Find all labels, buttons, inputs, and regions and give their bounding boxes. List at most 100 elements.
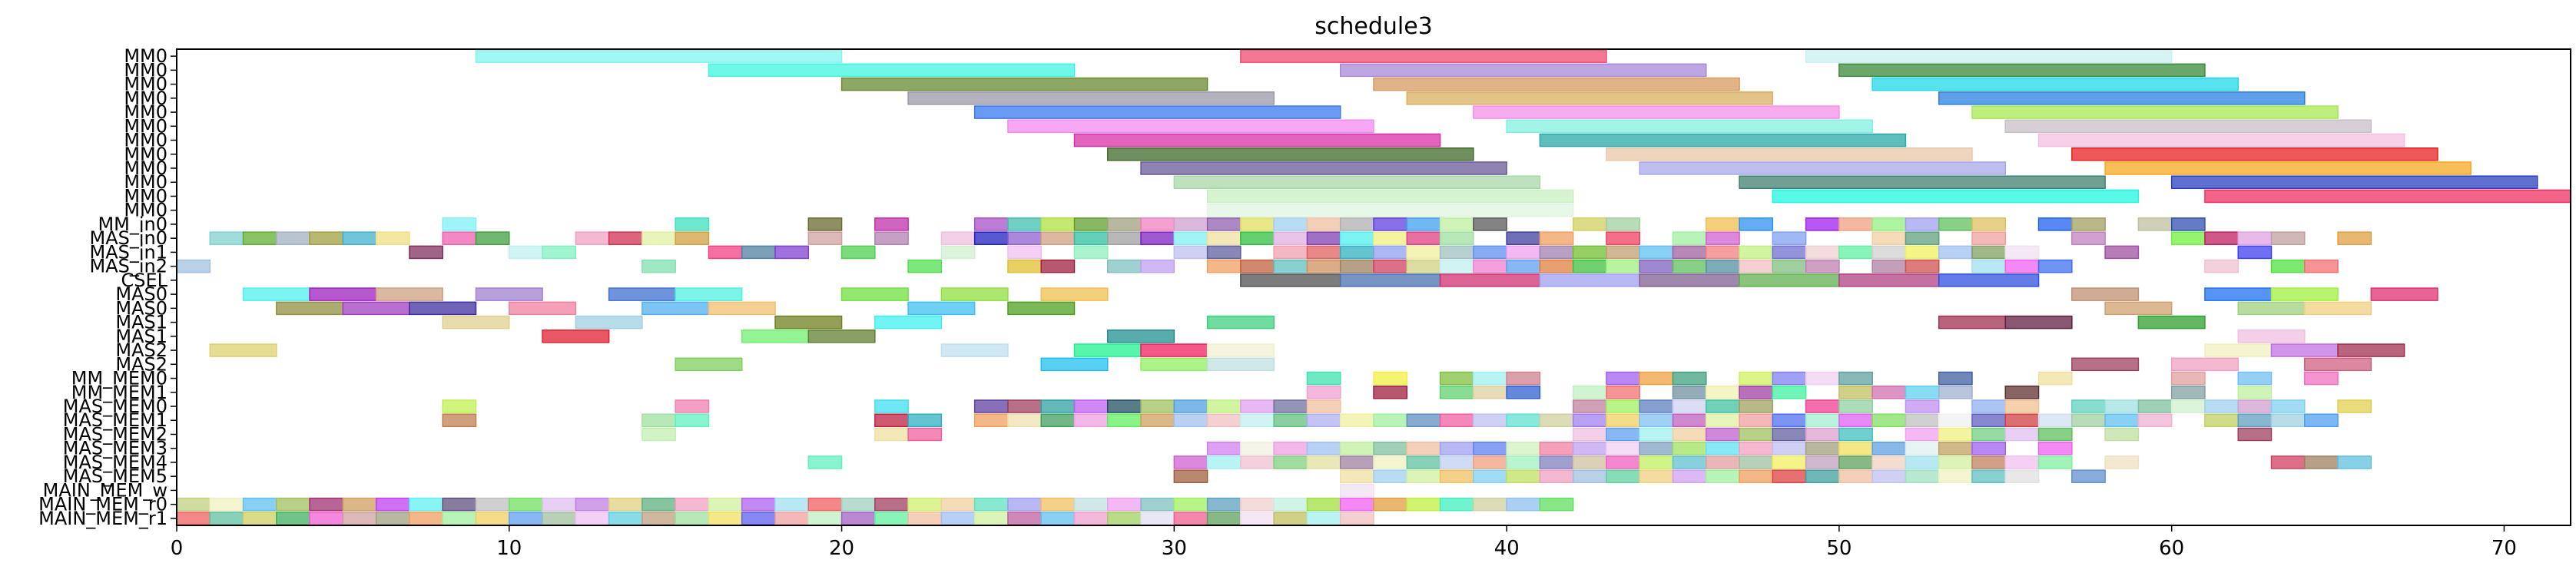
task-bar <box>1173 497 1208 512</box>
task-bar <box>1572 385 1607 399</box>
task-bar <box>2237 330 2306 343</box>
task-bar <box>1073 245 1109 260</box>
task-bar <box>409 512 443 525</box>
task-bar <box>1572 217 1607 231</box>
task-bar <box>1339 497 1374 512</box>
task-bar <box>1938 371 1973 386</box>
task-bar <box>1373 497 1408 512</box>
y-tick-label: MM_in0 <box>98 214 167 235</box>
task-bar <box>1838 217 1873 231</box>
task-bar <box>2137 315 2206 330</box>
task-bar <box>1772 189 2140 204</box>
task-bar <box>1073 413 1109 428</box>
task-bar <box>1672 427 1707 442</box>
task-bar <box>2204 189 2571 204</box>
task-bar <box>1206 455 1242 469</box>
task-bar <box>2170 175 2538 190</box>
task-bar <box>1140 231 1175 245</box>
task-bar <box>2004 245 2040 260</box>
task-bar <box>1273 259 1308 273</box>
task-bar <box>1639 371 1674 386</box>
task-bar <box>1506 455 1541 469</box>
task-bar <box>276 512 310 525</box>
y-tick-label: MAS_in0 <box>89 227 167 249</box>
task-bar <box>2237 427 2273 442</box>
task-bar <box>2270 259 2306 273</box>
task-bar <box>209 512 244 525</box>
task-bar <box>1206 231 1242 245</box>
y-tick-label: MM0 <box>124 157 167 179</box>
task-bar <box>1206 441 1242 455</box>
task-bar <box>1706 441 1740 455</box>
task-bar <box>1007 512 1042 525</box>
task-bar <box>575 512 610 525</box>
task-bar <box>1506 259 1541 273</box>
task-bar <box>1971 469 2007 483</box>
task-bar <box>276 231 310 245</box>
task-bar <box>1306 217 1341 231</box>
x-tick-label: 60 <box>2159 537 2184 560</box>
task-bar <box>1107 231 1142 245</box>
y-tick-label: MM0 <box>124 130 167 151</box>
task-bar <box>1107 217 1142 231</box>
task-bar <box>1606 371 1640 386</box>
task-bar <box>2304 357 2372 372</box>
task-bar <box>409 301 477 316</box>
task-bar <box>642 231 676 245</box>
task-bar <box>1206 497 1242 512</box>
task-bar <box>1572 427 1607 442</box>
task-bar <box>940 245 976 260</box>
task-bar <box>973 399 1009 413</box>
task-bar <box>1672 455 1707 469</box>
task-bar <box>1506 385 1541 399</box>
x-tick-label: 20 <box>829 537 854 560</box>
task-bar <box>2170 371 2206 386</box>
task-bar <box>176 497 211 512</box>
task-bar <box>1805 413 1840 428</box>
task-bar <box>1639 245 1674 260</box>
y-tick-label: MM0 <box>124 171 167 193</box>
task-bar <box>2304 259 2339 273</box>
task-bar <box>2071 469 2106 483</box>
task-bar <box>1871 245 1907 260</box>
task-bar <box>1107 413 1142 428</box>
task-bar <box>1506 469 1541 483</box>
task-bar <box>209 231 244 245</box>
task-bar <box>1905 245 1940 260</box>
task-bar <box>1240 231 1275 245</box>
task-bar <box>1938 245 1973 260</box>
task-bar <box>1406 455 1441 469</box>
task-bar <box>1273 217 1308 231</box>
task-bar <box>1439 455 1474 469</box>
task-bar <box>1838 469 1873 483</box>
task-bar <box>342 231 377 245</box>
task-bar <box>309 287 377 301</box>
task-bar <box>1306 441 1341 455</box>
task-bar <box>708 497 743 512</box>
task-bar <box>1040 512 1076 525</box>
task-bar <box>675 512 710 525</box>
task-bar <box>874 315 943 330</box>
task-bar <box>807 497 843 512</box>
task-bar <box>1273 245 1308 260</box>
x-axis: 0 10 20 30 40 50 60 70 <box>171 525 2517 560</box>
task-bar <box>608 287 676 301</box>
task-bar <box>1240 413 1275 428</box>
task-bar <box>1206 217 1242 231</box>
task-bar <box>2170 357 2239 372</box>
task-bar <box>1871 217 1907 231</box>
task-bar <box>1339 469 1374 483</box>
task-bar <box>2204 413 2239 428</box>
y-tick-label: MM0 <box>124 59 167 81</box>
x-tick-label: 10 <box>496 537 522 560</box>
task-bar <box>1606 259 1640 273</box>
task-bar <box>1373 371 1408 386</box>
task-bar <box>2104 245 2140 260</box>
task-bar <box>1905 259 1940 273</box>
task-bar <box>1506 119 1873 134</box>
task-bar <box>475 49 843 63</box>
y-tick-label: MAIN_MEM_r0 <box>38 494 167 515</box>
task-bar <box>774 315 843 330</box>
task-bar <box>1739 259 1774 273</box>
task-bar <box>1971 231 2007 245</box>
